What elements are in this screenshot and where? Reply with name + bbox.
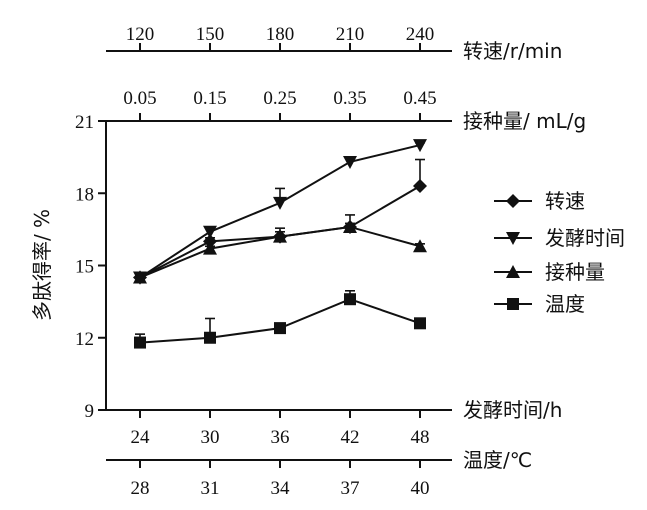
series-1	[133, 158, 427, 285]
y-tick-label: 12	[75, 329, 94, 350]
top-outer-tick-label: 120	[126, 24, 155, 45]
legend-marker	[506, 194, 520, 208]
bottom-outer-tick-label: 37	[341, 478, 360, 499]
legend-label: 温度	[545, 292, 585, 316]
ticks-layer: 9 12 15 18 21 120 150 180 210 240 0.05 0.15 0.25 0.35…	[75, 24, 437, 499]
bottom-outer-tick-label: 31	[201, 478, 220, 499]
top-outer-tick-label: 150	[196, 24, 225, 45]
legend-marker	[507, 298, 519, 310]
legend-label: 发酵时间	[545, 226, 625, 250]
series-layer	[133, 139, 427, 349]
legend-item: 温度	[494, 292, 585, 316]
top-outer-tick-label: 210	[336, 24, 365, 45]
top-inner-tick-label: 0.25	[263, 88, 296, 109]
data-point	[414, 317, 426, 330]
top-outer-axis-label: 转速/r/min	[463, 39, 562, 63]
data-point	[343, 155, 357, 169]
bottom-inner-axis-label: 发酵时间/h	[463, 398, 562, 422]
data-point	[203, 241, 217, 255]
legend-item: 接种量	[494, 260, 605, 284]
bottom-outer-tick-label: 40	[411, 478, 430, 499]
data-point	[413, 239, 427, 253]
bottom-outer-axis-label: 温度/℃	[463, 448, 532, 472]
top-inner-axis-label: 接种量/ mL/g	[463, 109, 586, 133]
data-point	[203, 225, 217, 239]
series-3	[133, 219, 427, 284]
bottom-outer-tick-label: 34	[271, 478, 291, 499]
legend-marker	[506, 265, 520, 278]
bottom-inner-tick-label: 36	[271, 427, 290, 448]
bottom-inner-tick-label: 48	[411, 427, 430, 448]
legend-marker	[506, 232, 520, 245]
top-inner-tick-label: 0.45	[403, 88, 436, 109]
series-line	[139, 298, 421, 344]
bottom-inner-tick-label: 30	[201, 427, 220, 448]
series-4	[134, 289, 426, 349]
data-point	[273, 196, 287, 210]
data-point	[204, 331, 216, 344]
bottom-inner-tick-label: 42	[341, 427, 360, 448]
top-inner-tick-label: 0.05	[123, 88, 156, 109]
data-point	[344, 293, 356, 306]
top-outer-tick-label: 180	[266, 24, 295, 45]
top-outer-tick-label: 240	[406, 24, 435, 45]
data-point	[273, 229, 287, 243]
data-point	[274, 322, 286, 335]
legend-item: 转速	[494, 189, 585, 213]
data-point	[343, 219, 357, 233]
bottom-outer-tick-label: 28	[131, 478, 150, 499]
y-tick-label: 15	[75, 257, 94, 278]
data-point	[413, 179, 427, 194]
legend-label: 接种量	[545, 260, 605, 284]
y-axis-label: 多肽得率/ %	[30, 209, 54, 321]
y-tick-label: 9	[85, 401, 95, 422]
data-point	[134, 336, 146, 349]
data-point	[133, 270, 147, 284]
data-point	[203, 234, 217, 249]
legend-item: 发酵时间	[494, 226, 625, 250]
top-inner-tick-label: 0.35	[333, 88, 366, 109]
y-tick-label: 21	[75, 112, 94, 133]
data-point	[413, 139, 427, 153]
top-inner-tick-label: 0.15	[193, 88, 226, 109]
legend-label: 转速	[545, 189, 585, 213]
bottom-inner-tick-label: 24	[131, 427, 151, 448]
y-tick-label: 18	[75, 184, 94, 205]
